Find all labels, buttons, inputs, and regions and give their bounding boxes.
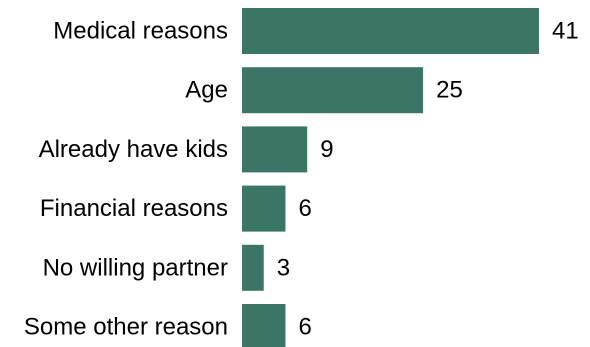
bar-financial-reasons: [242, 185, 286, 232]
category-label-already-have-kids: Already have kids: [39, 136, 228, 163]
category-labels-group: Medical reasons Age Already have kids Finan…: [24, 18, 228, 341]
category-label-some-other-reason: Some other reason: [24, 314, 228, 341]
value-label-medical-reasons: 41: [552, 18, 579, 45]
value-labels-group: 41 25 9 6 3 6: [277, 18, 579, 341]
bar-some-other-reason: [242, 304, 286, 347]
category-label-no-willing-partner: No willing partner: [43, 254, 228, 281]
category-label-age: Age: [185, 77, 228, 104]
value-label-no-willing-partner: 3: [277, 254, 290, 281]
value-label-financial-reasons: 6: [298, 195, 311, 222]
bars-group: [242, 8, 539, 347]
bar-no-willing-partner: [242, 244, 264, 291]
category-label-medical-reasons: Medical reasons: [53, 18, 228, 45]
category-label-financial-reasons: Financial reasons: [40, 195, 228, 222]
bar-medical-reasons: [242, 8, 539, 54]
value-label-already-have-kids: 9: [320, 136, 333, 163]
bar-age: [242, 67, 424, 114]
value-label-age: 25: [436, 77, 463, 104]
bar-already-have-kids: [242, 126, 308, 173]
value-label-some-other-reason: 6: [298, 314, 311, 341]
